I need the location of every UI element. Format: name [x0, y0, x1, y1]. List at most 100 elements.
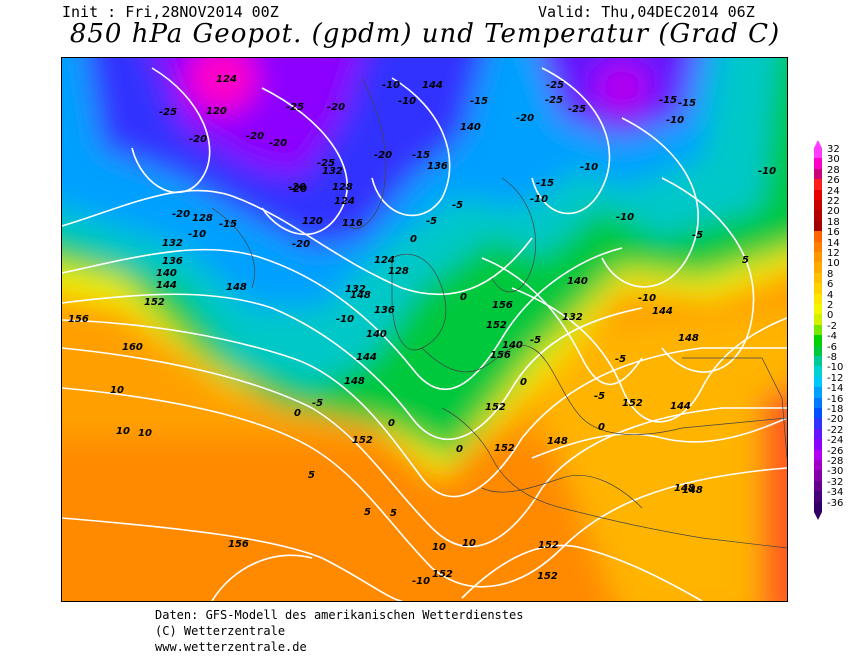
geopotential-label: 152: [485, 402, 506, 413]
legend-label: 18: [827, 216, 840, 228]
geopotential-label: 156: [228, 539, 249, 550]
legend-label: -18: [827, 404, 844, 415]
legend-swatch: [814, 283, 822, 295]
geopotential-label: 120: [206, 106, 227, 117]
geopotential-label: 124: [374, 255, 395, 266]
legend-label: 12: [827, 248, 840, 259]
legend-swatch: [814, 231, 822, 243]
legend-label: 6: [827, 279, 834, 291]
legend-label: 30: [827, 154, 840, 166]
temperature-label: -15: [678, 98, 696, 109]
temperature-label: -10: [398, 96, 416, 107]
temperature-label: -10: [616, 212, 634, 223]
geopotential-label: 136: [162, 256, 183, 267]
geopotential-label: 148: [682, 485, 703, 496]
legend-label: 16: [827, 227, 840, 239]
legend-swatch: [814, 158, 822, 170]
legend-label: -32: [827, 476, 844, 488]
legend-swatch: [814, 314, 822, 326]
legend-swatch: [814, 148, 822, 159]
geopotential-label: 156: [490, 350, 511, 361]
legend-swatch: [814, 470, 822, 482]
temperature-label: -5: [312, 398, 323, 409]
temperature-label: -15: [412, 150, 430, 161]
temperature-label: -10: [638, 293, 656, 304]
legend-swatch: [814, 200, 822, 211]
legend-swatch: [814, 418, 822, 430]
legend-label: -6: [827, 341, 837, 353]
legend-label: 4: [827, 289, 834, 301]
temperature-label: -5: [452, 200, 463, 211]
geopotential-label: 156: [68, 314, 89, 325]
geopotential-label: 152: [538, 540, 559, 551]
legend-label: -22: [827, 424, 844, 436]
legend-label: 20: [827, 206, 840, 218]
legend-label: 14: [827, 237, 840, 249]
legend-swatch: [814, 272, 822, 284]
temperature-label: -5: [530, 335, 541, 346]
legend-swatch: [814, 262, 822, 274]
geopotential-label: 152: [622, 398, 643, 409]
legend-swatch: [814, 376, 822, 388]
temperature-label: -20: [269, 138, 287, 149]
legend-swatch: [814, 189, 822, 201]
geopotential-label: 132: [322, 166, 343, 177]
temperature-label: 0: [410, 234, 417, 245]
temperature-label: -5: [615, 354, 626, 365]
temperature-label: -20: [327, 102, 345, 113]
geopotential-label-layer: 124 120 128 132 136 140 144 148 152 156 …: [68, 74, 703, 582]
legend-swatch: [814, 428, 822, 440]
weather-map: 124 120 128 132 136 140 144 148 152 156 …: [61, 57, 788, 602]
legend-swatch: [814, 387, 822, 399]
geopotential-label: 140: [460, 122, 481, 133]
geopotential-label: 148: [547, 436, 568, 447]
legend-label: -14: [827, 383, 844, 395]
legend-label: 26: [827, 175, 840, 187]
legend-label: -4: [827, 331, 837, 343]
temperature-label: -5: [692, 230, 703, 241]
temperature-label: 0: [388, 418, 395, 429]
temperature-label: 0: [460, 292, 467, 303]
copyright-label: (C) Wetterzentrale: [155, 624, 286, 638]
temperature-label: -25: [286, 102, 304, 113]
temperature-label: -25: [159, 107, 177, 118]
temperature-label: -5: [426, 216, 437, 227]
legend-label: -12: [827, 372, 844, 384]
temperature-label: -10: [580, 162, 598, 173]
legend-label: -28: [827, 456, 844, 467]
temperature-label: 5: [390, 508, 397, 519]
chart-title: 850 hPa Geopot. (gpdm) und Temperatur (G…: [69, 19, 781, 49]
geopotential-label: 128: [192, 213, 213, 224]
legend-label: -10: [827, 362, 844, 374]
geopotential-label: 148: [344, 376, 365, 387]
website-link[interactable]: www.wetterzentrale.de: [155, 640, 307, 654]
temperature-label: -10: [188, 229, 206, 240]
legend-label: -26: [827, 445, 844, 457]
coastlines: [211, 77, 787, 549]
temperature-label: -20: [374, 150, 392, 161]
temperature-label: -10: [336, 314, 354, 325]
temperature-label: -25: [317, 158, 335, 169]
legend-swatch: [814, 168, 822, 180]
legend-label: -34: [827, 487, 844, 499]
temperature-label: -10: [382, 80, 400, 91]
temperature-label: 5: [364, 507, 371, 518]
geopotential-label: 136: [374, 305, 395, 316]
geopotential-label: 148: [226, 282, 247, 293]
temperature-label: -10: [530, 194, 548, 205]
geopotential-label: 144: [670, 401, 691, 412]
legend-top-arrow: [814, 140, 822, 148]
legend-swatch: [814, 335, 822, 347]
temperature-label: -5: [594, 391, 605, 402]
geopotential-label: 148: [678, 333, 699, 344]
temperature-label: -25: [546, 80, 564, 91]
geopotential-label: 140: [502, 340, 523, 351]
legend-swatch: [814, 449, 822, 461]
geopotential-label: 160: [122, 342, 143, 353]
legend-label: -24: [827, 435, 844, 447]
temperature-label: 10: [116, 426, 130, 437]
legend-label: 32: [827, 144, 840, 155]
geopotential-label: 120: [302, 216, 323, 227]
temperature-label: -25: [568, 104, 586, 115]
geopotential-label: 140: [366, 329, 387, 340]
